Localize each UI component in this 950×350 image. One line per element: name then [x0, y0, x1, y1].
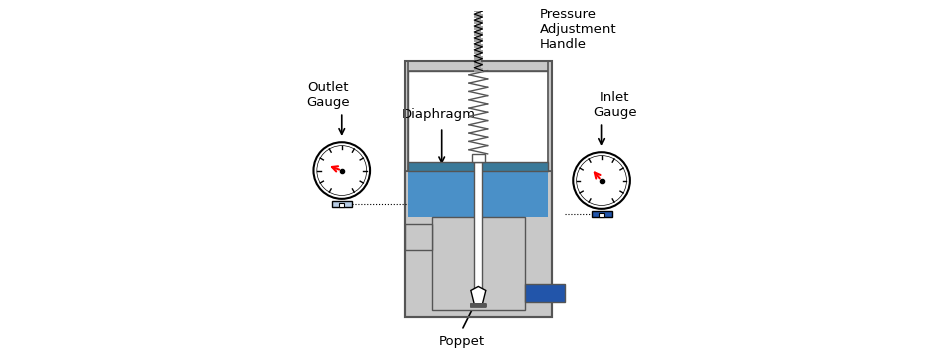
Bar — [474, 20, 483, 23]
Bar — [474, 44, 483, 47]
Bar — [474, 14, 483, 17]
Polygon shape — [405, 170, 552, 317]
Bar — [332, 201, 352, 206]
Bar — [474, 62, 483, 65]
Bar — [405, 61, 408, 170]
Bar — [431, 217, 525, 310]
Bar — [474, 2, 483, 5]
Bar — [474, 56, 483, 59]
Polygon shape — [408, 71, 548, 170]
Bar — [476, 0, 481, 71]
Bar — [474, 162, 483, 294]
Bar — [525, 284, 565, 302]
Bar — [474, 20, 483, 23]
Text: Outlet
Gauge: Outlet Gauge — [307, 81, 351, 109]
Bar — [408, 170, 548, 217]
Circle shape — [317, 146, 367, 195]
Bar — [405, 61, 552, 71]
Bar — [474, 50, 483, 53]
Bar — [474, 32, 483, 35]
Bar — [474, 44, 483, 47]
Bar — [474, 56, 483, 59]
Circle shape — [314, 142, 370, 199]
Bar — [592, 210, 612, 217]
Bar — [598, 213, 604, 217]
Bar — [474, 68, 483, 71]
Circle shape — [577, 156, 626, 205]
Bar — [474, 2, 483, 5]
Bar — [474, 68, 483, 71]
Bar — [548, 61, 552, 170]
Bar — [339, 203, 345, 206]
Bar — [474, 62, 483, 65]
Text: Pressure
Adjustment
Handle: Pressure Adjustment Handle — [540, 8, 617, 51]
Text: Inlet
Gauge: Inlet Gauge — [593, 91, 636, 119]
Bar — [474, 38, 483, 41]
Bar — [474, 50, 483, 53]
Bar — [408, 162, 548, 170]
FancyBboxPatch shape — [408, 71, 548, 170]
Bar — [474, 8, 483, 11]
Bar — [474, 8, 483, 11]
Bar — [474, 26, 483, 29]
Polygon shape — [471, 286, 485, 304]
Bar — [405, 224, 431, 251]
Bar — [474, 38, 483, 41]
Bar — [474, 32, 483, 35]
Bar — [474, 26, 483, 29]
Text: Diaphragm: Diaphragm — [401, 107, 475, 121]
Text: Poppet: Poppet — [439, 335, 484, 348]
Circle shape — [573, 152, 630, 209]
Bar — [474, 14, 483, 17]
Bar — [471, 154, 485, 162]
